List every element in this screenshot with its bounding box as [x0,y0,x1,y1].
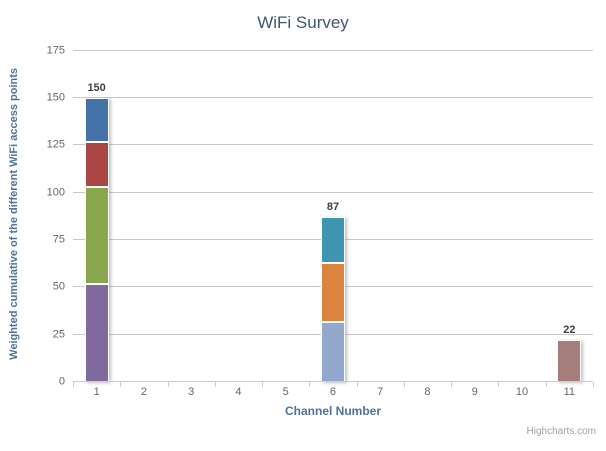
x-axis-tick [498,382,500,387]
stack-total-label-ch11: 22 [563,324,576,337]
gridline-175 [73,49,593,51]
gridline-125 [73,144,593,146]
x-tick-label-3: 3 [188,386,195,398]
x-axis-tick [73,382,74,387]
x-axis-tick [403,382,405,387]
y-tick-label-100: 100 [46,186,65,199]
y-tick-label-175: 175 [46,44,65,57]
bar-segment-ch1-red[interactable] [84,142,109,187]
gridline-100 [73,191,593,193]
bar-channel-6[interactable] [321,217,345,382]
x-tick-label-11: 11 [563,386,575,398]
bar-segment-ch6-teal[interactable] [321,217,345,264]
stack-total-label-ch1: 150 [87,82,106,95]
x-axis-tick [593,382,594,387]
y-axis-labels: 0 25 50 75 100 125 150 175 [0,44,65,387]
y-tick-label-50: 50 [52,280,65,293]
x-tick-label-8: 8 [424,386,431,398]
gridline-150 [73,97,593,99]
bar-segment-ch6-light-blue[interactable] [321,321,345,382]
x-axis-tick [262,382,264,387]
y-tick-label-75: 75 [52,233,65,246]
y-tick-label-150: 150 [46,91,65,104]
bar-segment-ch1-green[interactable] [84,186,109,285]
x-axis-tick [120,382,122,387]
x-tick-label-1: 1 [93,386,100,398]
x-axis-tick [451,382,453,387]
bar-segment-ch6-orange[interactable] [321,263,345,322]
stack-total-label-ch6: 87 [326,201,340,214]
plot-area: 150 87 22 [73,46,594,387]
y-tick-label-125: 125 [46,138,65,151]
x-tick-label-7: 7 [377,386,384,398]
x-axis-labels: 1 2 3 4 5 6 7 8 9 10 11 [73,386,593,398]
x-tick-label-4: 4 [235,386,242,398]
x-axis-title: Channel Number [284,404,381,418]
x-tick-label-5: 5 [282,386,289,398]
x-axis-tick [214,382,216,387]
x-axis-tick [545,382,547,387]
x-tick-label-6: 6 [329,386,337,398]
x-tick-label-2: 2 [140,386,147,398]
bar-channel-11[interactable] [557,340,582,382]
bar-segment-ch1-blue[interactable] [84,98,109,143]
bar-channel-1[interactable] [84,98,109,382]
bar-segment-ch11-mauve[interactable] [557,340,582,382]
x-axis-line [73,381,593,382]
x-tick-label-10: 10 [515,386,529,398]
x-axis-tick [309,382,311,387]
x-tick-label-9: 9 [471,386,478,398]
bar-segment-ch1-purple[interactable] [84,284,109,382]
y-tick-label-25: 25 [52,328,65,341]
credits-link[interactable]: Highcharts.com [526,426,596,437]
x-axis-tick [356,382,358,387]
chart-title: WiFi Survey [257,13,349,32]
y-tick-label-0: 0 [58,375,65,388]
x-axis-tick [167,382,169,387]
